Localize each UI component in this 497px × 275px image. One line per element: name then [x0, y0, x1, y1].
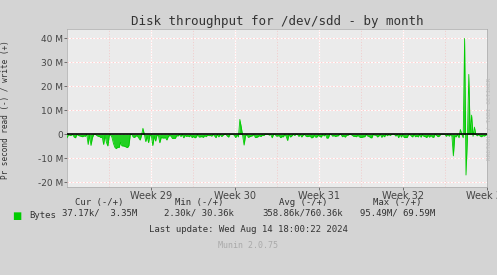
Text: Cur (-/+): Cur (-/+): [75, 198, 124, 207]
Text: Avg (-/+): Avg (-/+): [279, 198, 328, 207]
Text: 37.17k/  3.35M: 37.17k/ 3.35M: [62, 209, 137, 218]
Text: Max (-/+): Max (-/+): [373, 198, 422, 207]
Text: 2.30k/ 30.36k: 2.30k/ 30.36k: [164, 209, 234, 218]
Text: RRDTOOL / TOBI OETIKER: RRDTOOL / TOBI OETIKER: [486, 77, 491, 160]
Text: Munin 2.0.75: Munin 2.0.75: [219, 241, 278, 249]
Text: Min (-/+): Min (-/+): [174, 198, 223, 207]
Text: ■: ■: [12, 211, 22, 221]
Text: 95.49M/ 69.59M: 95.49M/ 69.59M: [360, 209, 435, 218]
Text: Bytes: Bytes: [29, 211, 56, 220]
Title: Disk throughput for /dev/sdd - by month: Disk throughput for /dev/sdd - by month: [131, 15, 423, 28]
Text: Last update: Wed Aug 14 18:00:22 2024: Last update: Wed Aug 14 18:00:22 2024: [149, 226, 348, 234]
Text: 358.86k/760.36k: 358.86k/760.36k: [263, 209, 343, 218]
Text: Pr second read (-) / write (+): Pr second read (-) / write (+): [1, 41, 10, 179]
